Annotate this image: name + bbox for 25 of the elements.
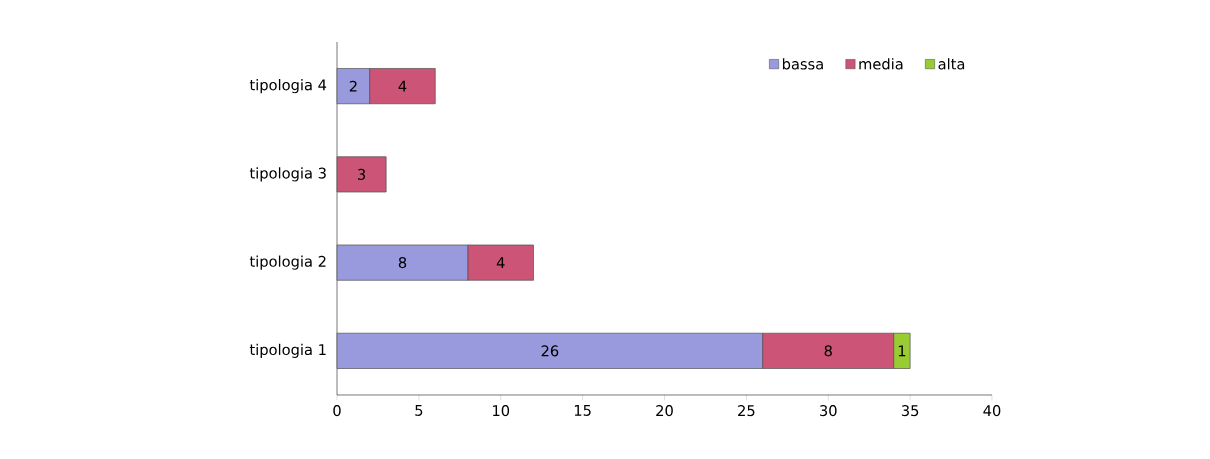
legend-label: alta — [938, 58, 965, 70]
data-label: 1 — [898, 345, 906, 357]
x-tick-label: 25 — [738, 405, 755, 417]
x-tick-label: 30 — [820, 405, 837, 417]
x-tick-label: 20 — [656, 405, 673, 417]
x-tick-label: 15 — [574, 405, 591, 416]
y-tick-label: tipologia 2 — [249, 255, 326, 270]
data-label: 4 — [496, 257, 505, 268]
data-label: 8 — [824, 345, 832, 357]
x-tick-label: 10 — [493, 405, 510, 417]
y-tick-label: tipologia 3 — [249, 167, 326, 182]
x-tick-label: 0 — [333, 405, 341, 417]
y-tick-label: tipologia 1 — [249, 343, 326, 358]
x-tick-label: 5 — [415, 405, 423, 416]
data-label: 2 — [349, 80, 357, 92]
legend-label: media — [859, 58, 903, 70]
bar — [336, 156, 387, 193]
data-label: 3 — [358, 168, 366, 180]
x-tick-label: 40 — [983, 405, 1001, 417]
x-tick-label: 35 — [901, 405, 919, 417]
data-label: 26 — [541, 345, 559, 357]
data-label: 8 — [398, 257, 407, 269]
legend-label: bassa — [782, 58, 823, 70]
data-label: 4 — [398, 80, 407, 92]
y-tick-label: tipologia 4 — [249, 79, 327, 94]
